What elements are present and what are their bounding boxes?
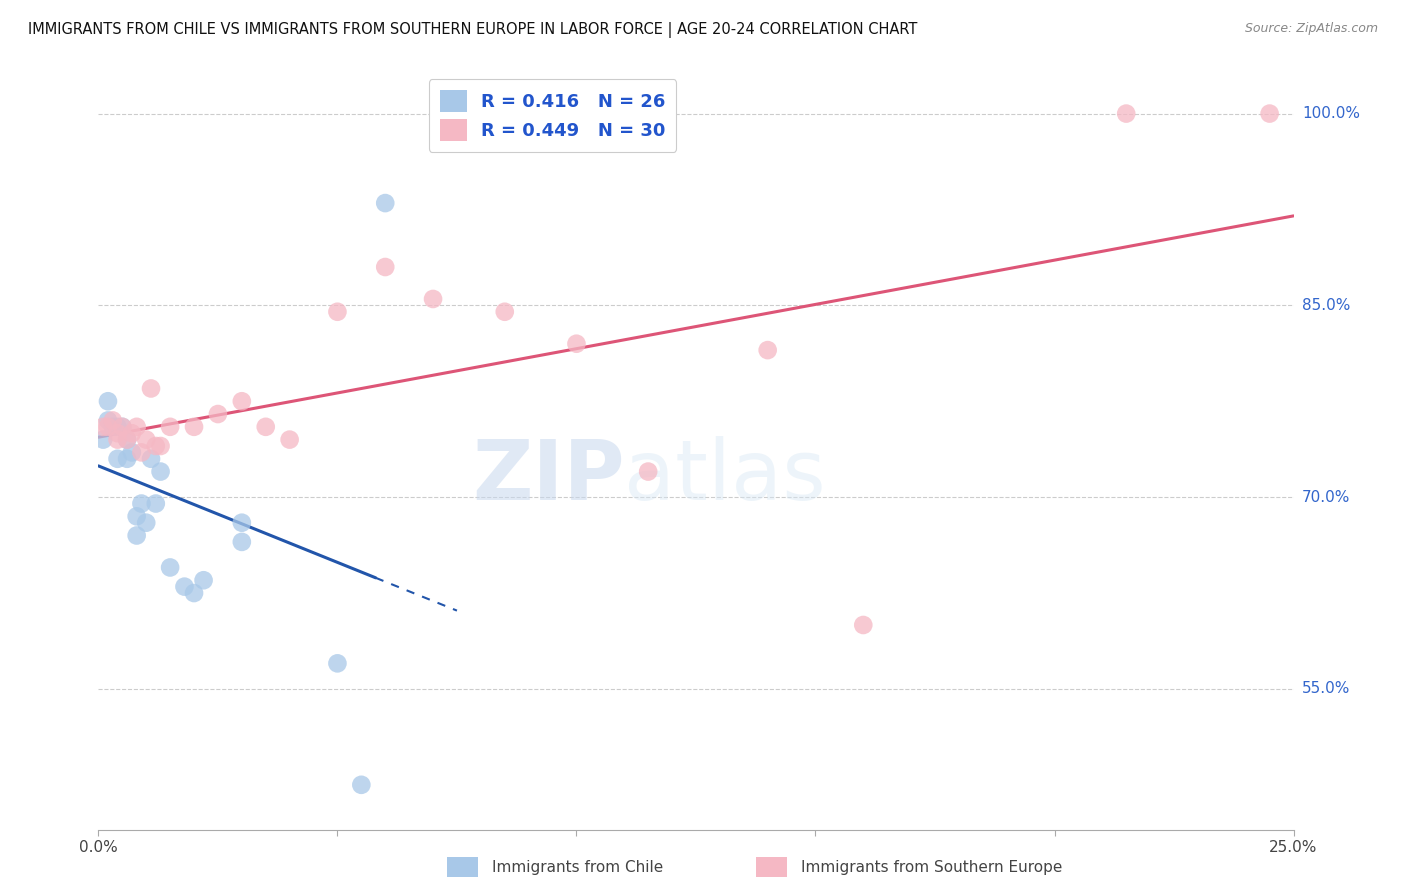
Legend: R = 0.416   N = 26, R = 0.449   N = 30: R = 0.416 N = 26, R = 0.449 N = 30 [429, 79, 676, 152]
Point [278, 433, 301, 447]
Point [1258, 106, 1281, 120]
FancyBboxPatch shape [756, 857, 787, 877]
Point [183, 586, 205, 600]
Point [115, 433, 138, 447]
Point [374, 196, 396, 211]
Point [637, 465, 659, 479]
Point [135, 433, 157, 447]
Point [107, 419, 129, 434]
Point [350, 778, 373, 792]
Point [91, 419, 114, 434]
Point [139, 451, 162, 466]
Text: Immigrants from Chile: Immigrants from Chile [492, 860, 664, 874]
Point [231, 534, 253, 549]
Point [374, 260, 396, 274]
Point [159, 560, 181, 574]
Point [125, 419, 148, 434]
Point [326, 657, 349, 671]
Point [139, 381, 162, 395]
Point [107, 433, 129, 447]
Text: atlas: atlas [624, 436, 825, 517]
Point [326, 305, 349, 319]
Point [131, 496, 153, 510]
Point [121, 445, 143, 459]
Point [97, 413, 120, 427]
Point [107, 426, 129, 441]
Point [231, 394, 253, 409]
Point [125, 509, 148, 524]
Point [193, 573, 215, 587]
Point [494, 305, 516, 319]
Point [125, 528, 148, 542]
Point [135, 516, 157, 530]
Text: Immigrants from Southern Europe: Immigrants from Southern Europe [801, 860, 1063, 874]
Point [97, 419, 120, 434]
Point [107, 451, 129, 466]
Text: 70.0%: 70.0% [1302, 490, 1350, 505]
Point [183, 419, 205, 434]
Text: 85.0%: 85.0% [1302, 298, 1350, 313]
Point [756, 343, 779, 358]
Point [852, 618, 875, 632]
FancyBboxPatch shape [447, 857, 478, 877]
Point [121, 426, 143, 441]
Point [149, 439, 172, 453]
Text: 55.0%: 55.0% [1302, 681, 1350, 697]
Point [101, 419, 124, 434]
Point [254, 419, 277, 434]
Point [565, 336, 588, 351]
Point [1115, 106, 1137, 120]
Point [159, 419, 181, 434]
Point [145, 496, 167, 510]
Point [101, 413, 124, 427]
Point [173, 580, 195, 594]
Point [231, 516, 253, 530]
Text: Source: ZipAtlas.com: Source: ZipAtlas.com [1244, 22, 1378, 36]
Point [422, 292, 444, 306]
Point [111, 419, 134, 434]
Point [91, 433, 114, 447]
Text: 100.0%: 100.0% [1302, 106, 1360, 121]
Point [149, 465, 172, 479]
Point [111, 419, 134, 434]
Text: IMMIGRANTS FROM CHILE VS IMMIGRANTS FROM SOUTHERN EUROPE IN LABOR FORCE | AGE 20: IMMIGRANTS FROM CHILE VS IMMIGRANTS FROM… [28, 22, 918, 38]
Point [115, 433, 138, 447]
Point [115, 451, 138, 466]
Point [145, 439, 167, 453]
Point [97, 394, 120, 409]
Point [131, 445, 153, 459]
Point [207, 407, 229, 421]
Text: ZIP: ZIP [472, 436, 624, 517]
